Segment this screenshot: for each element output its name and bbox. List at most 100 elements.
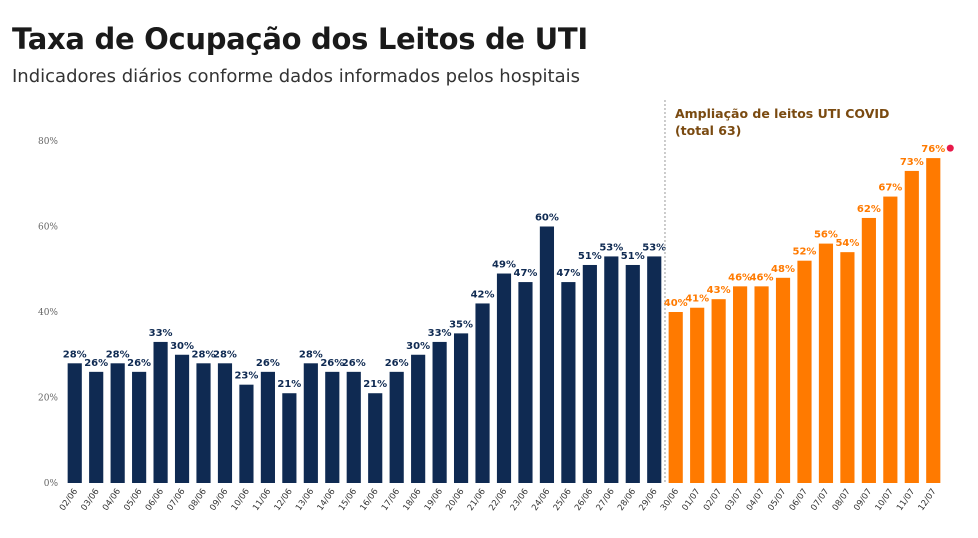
data-label: 67% — [878, 183, 902, 194]
data-label: 48% — [771, 264, 795, 275]
data-label: 76% — [921, 144, 945, 155]
y-tick-label: 40% — [38, 308, 58, 318]
bar — [132, 371, 147, 483]
x-tick-label: 27/06 — [595, 487, 617, 513]
bar — [561, 282, 576, 483]
x-tick-label: 07/07 — [809, 487, 831, 513]
expansion-annotation: Ampliação de leitos UTI COVID (total 63) — [675, 106, 889, 138]
bar — [174, 354, 190, 483]
x-axis-labels: 02/06 03/06 04/06 05/06 06/06 07/06 08/06 09/06… — [58, 487, 939, 513]
data-label: 73% — [900, 157, 924, 168]
x-tick-label: 08/07 — [831, 487, 853, 513]
data-label: 47% — [513, 268, 537, 279]
bar — [432, 341, 447, 483]
bar — [625, 264, 640, 483]
x-tick-label: 22/06 — [487, 487, 509, 513]
bar — [668, 312, 683, 483]
bar — [883, 196, 898, 483]
x-tick-label: 10/06 — [230, 487, 252, 513]
bar — [453, 333, 469, 483]
x-tick-label: 25/06 — [552, 487, 574, 513]
bar-series — [67, 158, 941, 484]
bar — [217, 363, 233, 483]
data-label: 52% — [793, 247, 817, 258]
bar — [282, 393, 297, 483]
x-tick-label: 12/07 — [916, 487, 938, 513]
data-labels: 28%26%28%26%33%30%28%28%23%26%21%28%26%2… — [63, 144, 945, 390]
data-label: 40% — [664, 298, 688, 309]
x-tick-label: 06/06 — [144, 487, 166, 513]
bar — [325, 371, 340, 483]
data-label: 23% — [234, 371, 258, 382]
x-tick-label: 30/06 — [659, 487, 681, 513]
data-label: 26% — [385, 358, 409, 369]
bar — [604, 256, 619, 483]
data-label: 54% — [835, 238, 859, 249]
x-tick-label: 08/06 — [187, 487, 209, 513]
data-label: 51% — [578, 251, 602, 262]
data-label: 49% — [492, 260, 516, 271]
data-label: 26% — [342, 358, 366, 369]
data-label: 53% — [599, 242, 623, 253]
y-tick-label: 20% — [38, 394, 58, 404]
bar — [926, 158, 941, 483]
x-tick-label: 03/07 — [723, 487, 745, 513]
bar — [303, 363, 318, 483]
data-label: 43% — [707, 285, 731, 296]
data-label: 35% — [449, 319, 473, 330]
data-label: 56% — [814, 230, 838, 241]
bar — [475, 303, 490, 483]
bar — [67, 363, 82, 483]
x-tick-label: 16/06 — [358, 487, 380, 513]
data-label: 26% — [256, 358, 280, 369]
data-label: 28% — [299, 349, 323, 360]
x-tick-label: 13/06 — [294, 487, 316, 513]
data-label: 28% — [63, 349, 87, 360]
bar — [711, 299, 726, 483]
x-tick-label: 26/06 — [573, 487, 595, 513]
bar — [690, 307, 705, 483]
chart-title: Taxa de Ocupação dos Leitos de UTI — [12, 22, 588, 56]
x-tick-label: 01/07 — [680, 487, 702, 513]
bar — [411, 354, 426, 483]
bar — [496, 273, 512, 483]
data-label: 33% — [428, 328, 452, 339]
data-label: 46% — [728, 272, 752, 283]
annotation-line: Ampliação de leitos UTI COVID — [675, 106, 889, 121]
x-tick-label: 09/06 — [208, 487, 230, 513]
bar — [647, 256, 662, 483]
bar — [239, 384, 254, 483]
x-tick-label: 09/07 — [852, 487, 874, 513]
data-label: 28% — [192, 349, 216, 360]
data-label: 26% — [127, 358, 151, 369]
data-label: 33% — [149, 328, 173, 339]
latest-value-marker — [946, 144, 954, 152]
bar — [110, 363, 125, 483]
bar — [733, 286, 748, 483]
x-tick-label: 04/07 — [745, 487, 767, 513]
x-tick-label: 29/06 — [637, 487, 659, 513]
data-label: 30% — [170, 341, 194, 352]
data-label: 28% — [106, 349, 130, 360]
x-tick-label: 24/06 — [530, 487, 552, 513]
bar — [818, 243, 834, 483]
x-tick-label: 12/06 — [273, 487, 295, 513]
x-tick-label: 07/06 — [165, 487, 187, 513]
bar — [904, 170, 919, 484]
data-label: 53% — [642, 242, 666, 253]
data-label: 30% — [406, 341, 430, 352]
bar — [840, 252, 855, 483]
x-tick-label: 10/07 — [874, 487, 896, 513]
x-tick-label: 05/07 — [766, 487, 788, 513]
annotation-line: (total 63) — [675, 123, 741, 138]
x-tick-label: 28/06 — [616, 487, 638, 513]
x-tick-label: 21/06 — [466, 487, 488, 513]
data-label: 26% — [84, 358, 108, 369]
x-tick-label: 04/06 — [101, 487, 123, 513]
x-tick-label: 05/06 — [122, 487, 144, 513]
y-axis: 0% 20% 40% 60% 80% — [38, 137, 58, 489]
data-label: 21% — [277, 379, 301, 390]
x-tick-label: 03/06 — [79, 487, 101, 513]
bar — [582, 264, 597, 483]
x-tick-label: 02/07 — [702, 487, 724, 513]
